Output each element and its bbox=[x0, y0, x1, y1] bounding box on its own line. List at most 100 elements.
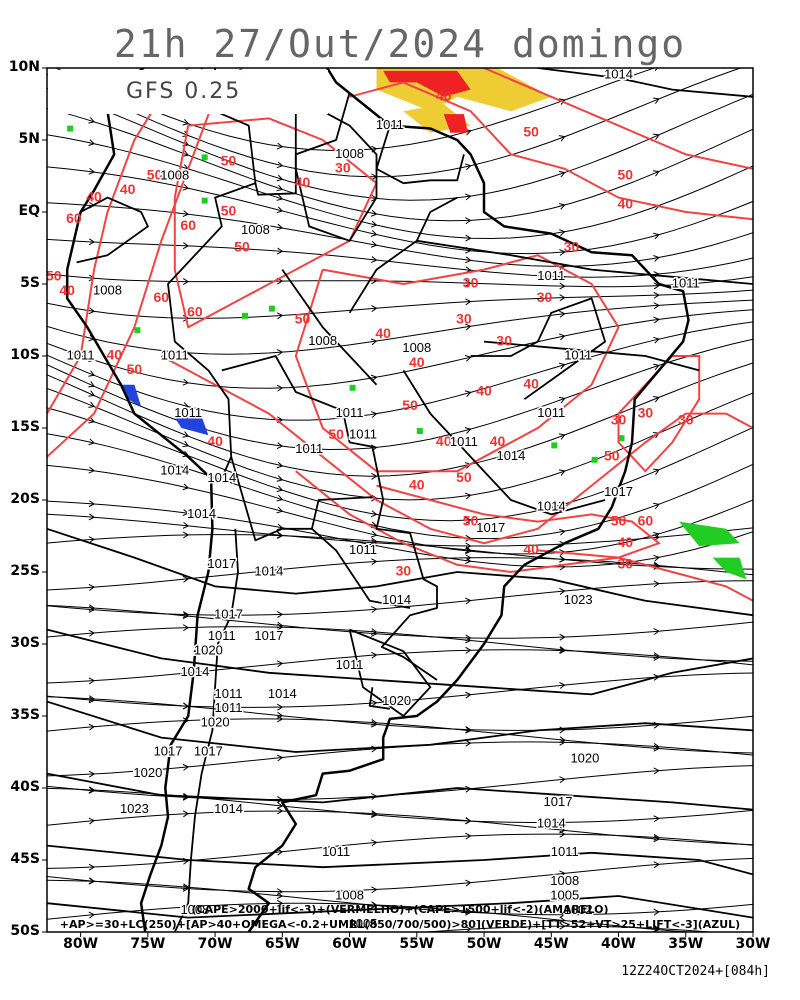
lat-label: EQ bbox=[18, 203, 40, 219]
wind-arrow bbox=[182, 440, 190, 448]
isobar-label: 1020 bbox=[570, 751, 599, 766]
wind-arrow bbox=[276, 142, 284, 150]
wind-arrow bbox=[276, 892, 284, 900]
wind-arrow bbox=[465, 516, 472, 524]
country-border bbox=[470, 297, 606, 400]
wind-arrow bbox=[653, 271, 660, 278]
isobar bbox=[47, 844, 753, 876]
wind-arrow bbox=[89, 957, 94, 963]
wind-arrow bbox=[653, 336, 660, 344]
wind-arrow bbox=[371, 839, 378, 847]
wind-arrow bbox=[88, 355, 96, 363]
red-contour-label: 60 bbox=[180, 217, 196, 233]
country-border bbox=[221, 355, 438, 681]
wind-arrow bbox=[370, 230, 378, 237]
wind-arrow bbox=[370, 411, 378, 418]
isobar-label: 1017 bbox=[214, 607, 243, 622]
red-contour-label: 50 bbox=[456, 469, 472, 485]
isobar-label: 1011 bbox=[450, 434, 478, 449]
wind-arrow bbox=[653, 170, 660, 177]
streamline bbox=[47, 321, 753, 421]
wind-arrow bbox=[371, 886, 378, 894]
lon-label: 60W bbox=[332, 936, 368, 952]
wind-arrow bbox=[465, 279, 472, 287]
wind-arrow bbox=[276, 247, 284, 255]
wind-arrow bbox=[276, 848, 284, 856]
wind-arrow bbox=[559, 830, 566, 838]
red-contour-label: 40 bbox=[375, 325, 391, 341]
wind-arrow bbox=[464, 492, 472, 500]
fill-area bbox=[712, 557, 747, 580]
wind-arrow bbox=[559, 870, 566, 878]
wind-arrow bbox=[653, 232, 660, 240]
wind-arrow bbox=[371, 472, 378, 480]
isobar-label: 1008 bbox=[308, 333, 337, 348]
red-contour bbox=[160, 355, 753, 545]
wind-arrow bbox=[88, 466, 96, 474]
wind-arrow bbox=[276, 461, 284, 469]
wind-arrow bbox=[182, 810, 190, 818]
wind-arrow bbox=[182, 210, 190, 218]
lon-label: 45W bbox=[533, 936, 569, 952]
red-contour bbox=[294, 254, 620, 473]
isobar bbox=[294, 96, 378, 242]
wind-arrow bbox=[88, 513, 96, 521]
streamline bbox=[47, 299, 753, 355]
wind-arrow bbox=[371, 719, 378, 726]
isobar-label: 1014 bbox=[496, 448, 525, 463]
streamline bbox=[421, 925, 717, 932]
red-contour-label: 60 bbox=[187, 304, 203, 320]
lon-label: 75W bbox=[130, 936, 166, 952]
isobar-label: 1011 bbox=[349, 542, 377, 557]
wind-arrow bbox=[465, 817, 472, 824]
wind-arrow bbox=[276, 312, 284, 320]
isobar-label: 1011 bbox=[336, 657, 364, 672]
red-contour-label: 30 bbox=[564, 239, 580, 255]
wind-arrow bbox=[88, 139, 96, 147]
lon-label: 70W bbox=[197, 936, 233, 952]
red-contour bbox=[376, 484, 661, 559]
legend-line-2: +AP>=30+LC(250)+[AP>40+OMEGA<-0.2+UMRL(8… bbox=[59, 918, 741, 931]
wind-arrow bbox=[559, 776, 566, 784]
streamline bbox=[47, 338, 753, 451]
wind-arrow bbox=[182, 483, 190, 491]
wind-arrow bbox=[559, 528, 566, 536]
wind-arrow bbox=[182, 118, 190, 126]
wind-arrow bbox=[370, 209, 378, 217]
lat-label: 40S bbox=[10, 779, 40, 795]
isobar bbox=[47, 628, 753, 696]
wind-arrow bbox=[559, 588, 566, 595]
isobar-label: 1011 bbox=[349, 427, 377, 442]
fill-area bbox=[201, 154, 208, 161]
isobar-label: 1011 bbox=[208, 628, 236, 643]
wind-arrow bbox=[276, 494, 284, 502]
isobar-label: 1011 bbox=[295, 441, 323, 456]
wind-arrow bbox=[558, 202, 566, 210]
wind-arrow bbox=[653, 316, 660, 324]
wind-arrow bbox=[88, 877, 96, 885]
wind-arrow bbox=[653, 628, 660, 635]
wind-arrow bbox=[465, 234, 472, 242]
isobar bbox=[47, 772, 753, 811]
wind-arrow bbox=[276, 384, 284, 392]
wind-arrow bbox=[276, 223, 284, 231]
wind-arrow bbox=[276, 754, 284, 762]
wind-arrow bbox=[653, 925, 660, 932]
wind-arrow bbox=[276, 711, 284, 719]
wind-arrow bbox=[465, 691, 472, 699]
red-contour-label: 50 bbox=[46, 268, 62, 284]
isobar-label: 1008 bbox=[180, 902, 209, 917]
lat-label: 35S bbox=[10, 707, 40, 723]
wind-arrow bbox=[653, 580, 660, 588]
legend-line-1: (CAPE>2000+lif<-3)+(VERMELHO)+(CAPE>1500… bbox=[191, 903, 609, 916]
wind-arrow bbox=[182, 278, 190, 286]
lat-label: 15S bbox=[10, 419, 40, 435]
red-contour-label: 40 bbox=[523, 541, 539, 557]
wind-arrow bbox=[465, 636, 472, 644]
wind-arrow bbox=[465, 547, 472, 555]
wind-arrow bbox=[465, 554, 472, 562]
isobar-label: 1011 bbox=[336, 405, 364, 420]
fill-area bbox=[383, 70, 471, 97]
wind-arrow bbox=[183, 952, 188, 958]
